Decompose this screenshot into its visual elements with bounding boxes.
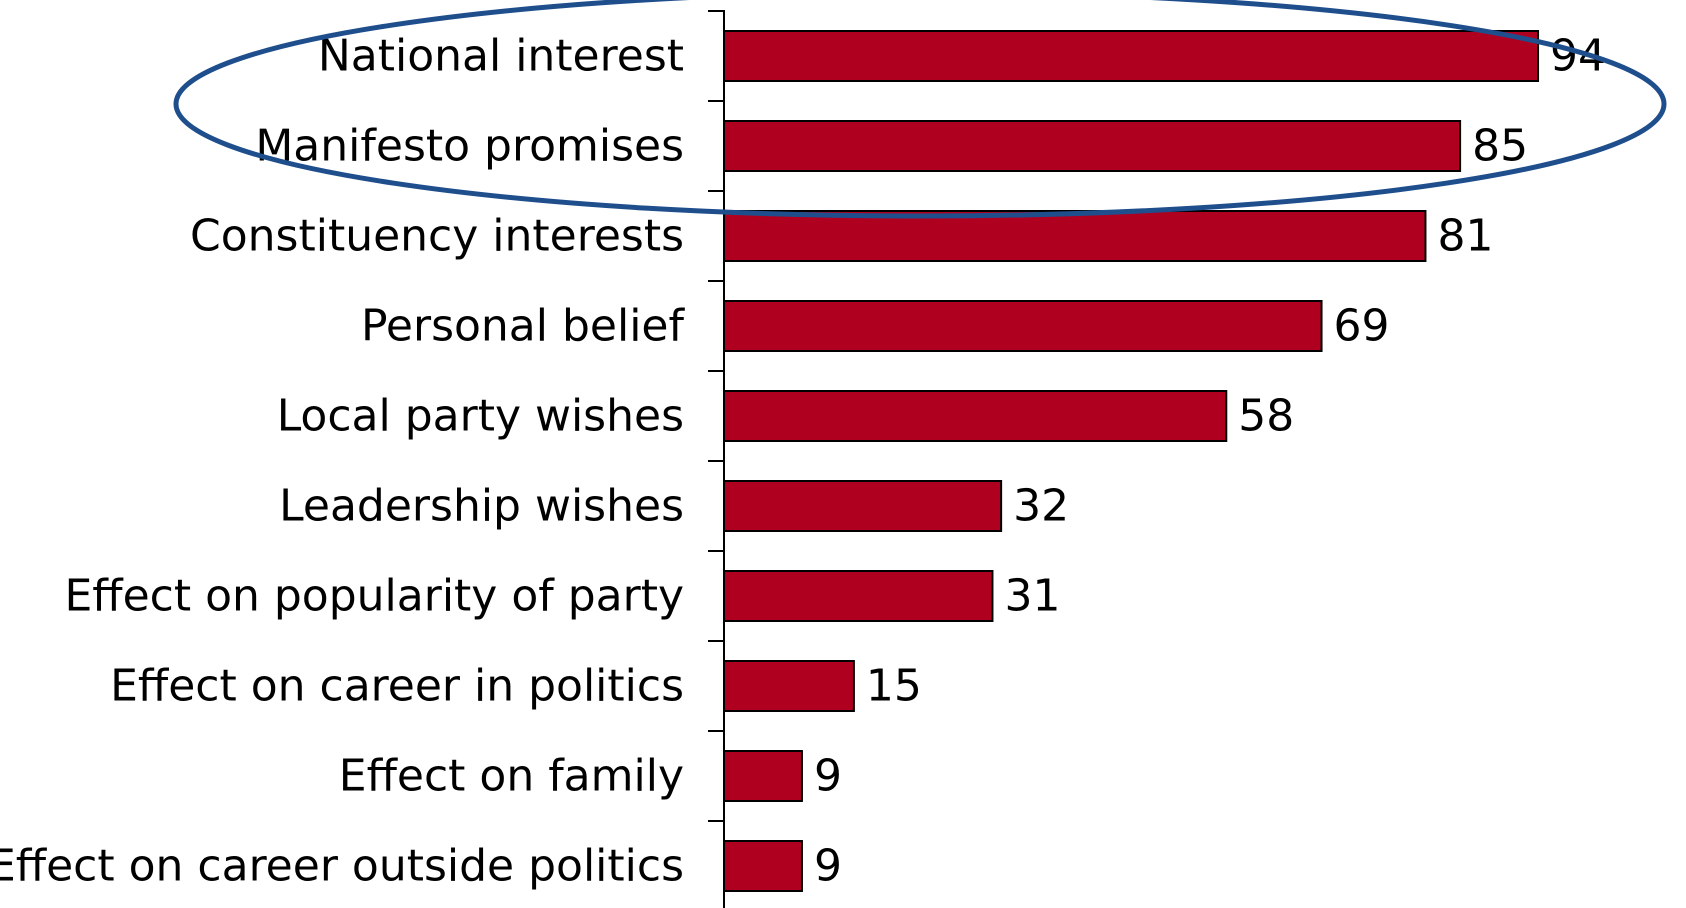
highlight-ellipse [173,0,1667,219]
bar [723,30,1540,82]
category-label: Effect on career in politics [110,661,684,712]
value-label: 58 [1238,391,1294,442]
value-label: 81 [1437,211,1493,262]
value-label: 15 [866,661,922,712]
bar [723,840,803,892]
bar [723,570,994,622]
category-label: Local party wishes [277,391,684,442]
category-label: Effect on popularity of party [64,571,684,622]
value-label: 9 [814,841,842,892]
category-label: Effect on career outside politics [0,841,684,892]
bar [723,120,1462,172]
bar [723,300,1323,352]
value-label: 32 [1013,481,1069,532]
bars-group [723,30,1540,892]
bar [723,480,1003,532]
value-label: 31 [1004,571,1060,622]
category-label: Effect on family [339,751,684,802]
value-label: 85 [1472,121,1528,172]
category-label: Manifesto promises [255,121,684,172]
category-label: Leadership wishes [279,481,684,532]
category-label: National interest [318,31,684,82]
category-label: Personal belief [361,301,686,352]
bar [723,210,1427,262]
y-axis-group [708,10,725,908]
category-labels-group: National interest Manifesto promises Const… [0,31,686,892]
highlight-group [173,0,1667,219]
value-label: 69 [1334,301,1390,352]
bar [723,750,803,802]
value-label: 9 [814,751,842,802]
bar [723,660,855,712]
category-label: Constituency interests [190,211,684,262]
bar [723,390,1228,442]
